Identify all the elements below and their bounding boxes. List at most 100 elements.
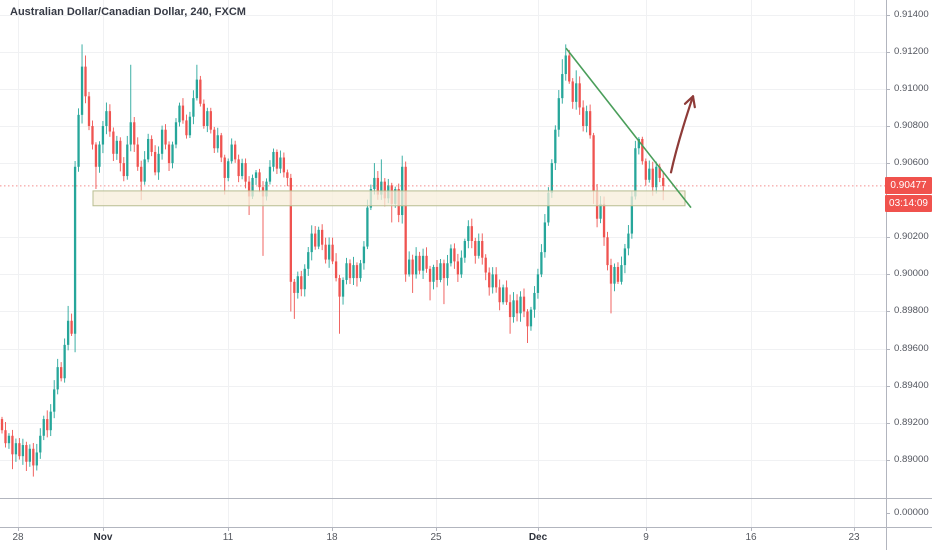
price-axis-tick xyxy=(886,274,890,275)
candle-body xyxy=(94,144,98,167)
candle-body xyxy=(230,144,233,162)
candle-body xyxy=(80,66,84,115)
candle-body xyxy=(376,177,379,195)
candle-body xyxy=(77,114,80,167)
breakout-arrow[interactable] xyxy=(669,95,695,174)
candle-body xyxy=(613,266,616,284)
candle-body xyxy=(157,153,160,173)
candle-body xyxy=(362,246,366,264)
candle-body xyxy=(557,98,560,130)
breakout-arrow-head xyxy=(691,95,696,109)
candle-body xyxy=(554,129,557,164)
candle-body xyxy=(341,279,345,297)
time-axis-tick xyxy=(18,527,19,531)
candle-body xyxy=(355,265,359,279)
candle-body xyxy=(234,144,237,160)
candle-body xyxy=(289,177,292,282)
candle-body xyxy=(526,311,529,327)
candle-body xyxy=(449,248,453,264)
candle-body xyxy=(651,168,654,188)
candle-body xyxy=(282,157,286,173)
candle-body xyxy=(171,144,174,164)
candle-body xyxy=(515,300,519,314)
candle-body xyxy=(439,263,442,280)
candle-body xyxy=(442,263,446,279)
candle-body xyxy=(14,443,18,455)
candle-body xyxy=(237,159,240,177)
candle-body xyxy=(206,111,209,126)
candle-body xyxy=(411,259,414,275)
candle-body xyxy=(634,148,637,197)
candle-body xyxy=(547,192,550,223)
time-axis-tick xyxy=(854,527,855,531)
time-axis-label: 11 xyxy=(222,532,234,543)
candle-body xyxy=(296,276,299,293)
candle-body xyxy=(644,161,647,180)
candle-body xyxy=(383,181,386,199)
candle-body xyxy=(575,83,578,102)
price-axis-label: 0.90000 xyxy=(894,268,929,280)
time-axis-label: Dec xyxy=(528,532,548,543)
support-zone[interactable] xyxy=(92,190,686,207)
candle-body xyxy=(272,151,275,167)
candle-body xyxy=(49,411,52,431)
candle-body xyxy=(66,320,70,345)
time-axis-tick xyxy=(646,527,647,531)
candle-body xyxy=(421,255,425,271)
candle-body xyxy=(435,266,439,280)
candle-body xyxy=(338,278,341,297)
candle-body xyxy=(425,255,428,269)
candle-body xyxy=(18,443,21,457)
candle-body xyxy=(143,159,146,182)
candle-body xyxy=(73,166,77,334)
candle-body xyxy=(578,83,581,108)
candle-body xyxy=(53,389,56,412)
candle-body xyxy=(42,419,45,436)
candle-body xyxy=(637,138,640,149)
candle-body xyxy=(181,105,185,121)
candle-body xyxy=(300,276,303,290)
price-axis-tick xyxy=(886,89,890,90)
candle-body xyxy=(585,111,588,126)
price-axis[interactable] xyxy=(886,0,932,527)
candle-body xyxy=(153,151,157,173)
candle-body xyxy=(0,419,4,431)
candle-body xyxy=(456,261,460,275)
candle-body xyxy=(91,125,94,145)
candle-body xyxy=(463,240,466,258)
descending-trendline[interactable] xyxy=(565,47,692,209)
candle-body xyxy=(321,229,324,245)
price-axis-tick xyxy=(886,349,890,350)
candle-body xyxy=(481,240,484,258)
candle-body xyxy=(167,144,171,164)
candle-body xyxy=(641,138,644,162)
time-axis-label: 25 xyxy=(430,532,442,543)
candle-body xyxy=(616,266,620,282)
candle-body xyxy=(247,181,251,197)
candle-body xyxy=(602,203,606,238)
candle-body xyxy=(21,445,25,457)
price-axis-tick xyxy=(886,126,890,127)
candle-body xyxy=(140,166,143,182)
candle-body xyxy=(606,237,609,266)
time-axis-label: 28 xyxy=(12,532,24,543)
candle-body xyxy=(84,66,87,97)
candle-body xyxy=(56,367,59,390)
candle-body xyxy=(373,177,376,190)
candle-body xyxy=(35,452,38,466)
candle-body xyxy=(60,367,63,379)
candle-body xyxy=(655,166,658,188)
bar-countdown-badge: 03:14:09 xyxy=(885,195,932,212)
symbol-title[interactable]: Australian Dollar/Canadian Dollar, 240, … xyxy=(10,6,246,18)
candle-body xyxy=(508,302,512,318)
candle-body xyxy=(122,163,125,177)
candle-body xyxy=(160,129,164,154)
time-axis[interactable] xyxy=(0,527,932,550)
candle-body xyxy=(324,244,327,260)
candle-body xyxy=(133,122,136,145)
candle-body xyxy=(658,166,661,178)
candle-body xyxy=(251,177,254,197)
candle-body xyxy=(418,255,421,271)
price-axis-label: 0.89400 xyxy=(894,379,929,391)
